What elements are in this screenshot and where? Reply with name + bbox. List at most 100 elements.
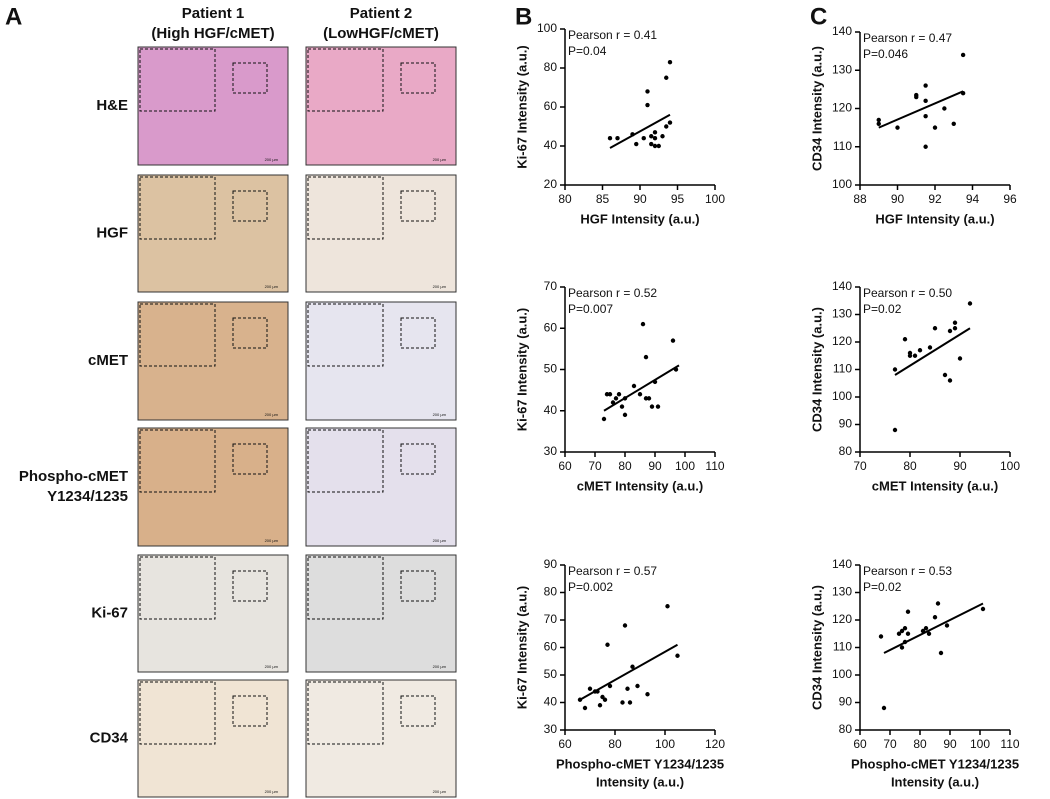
x-tick-label: 88 (853, 192, 867, 206)
point (645, 692, 650, 697)
x-tick-label: 60 (558, 459, 572, 473)
scale-bar-label: 200 µm (265, 412, 279, 417)
point (627, 700, 633, 705)
x-tick-label: 120 (705, 737, 725, 751)
point (667, 120, 673, 125)
column-header: (LowHGF/cMET) (323, 25, 439, 42)
point (892, 427, 898, 433)
y-tick-label: 90 (839, 417, 853, 431)
row-label: H&E (96, 97, 128, 114)
point (643, 354, 649, 360)
x-tick-label: 100 (970, 737, 990, 751)
y-tick-label: 30 (544, 444, 558, 458)
point (622, 623, 628, 628)
y-tick-label: 30 (544, 722, 558, 736)
point (652, 143, 658, 149)
annotation: P=0.02 (863, 302, 902, 316)
point (664, 75, 669, 80)
point (649, 134, 654, 139)
y-tick-label: 100 (537, 21, 557, 35)
trend-line (883, 602, 984, 654)
scale-bar-label: 200 µm (433, 664, 447, 669)
point (616, 392, 622, 397)
inset-box (139, 429, 216, 493)
column-header: Patient 2 (350, 5, 413, 22)
y-tick-label: 60 (544, 320, 558, 334)
inset-box (139, 681, 216, 745)
y-tick-label: 120 (832, 612, 852, 626)
inset-box (307, 681, 384, 745)
inset-box (139, 48, 216, 112)
y-tick-label: 90 (839, 695, 853, 709)
row-label: Phospho-cMET (19, 468, 128, 485)
scale-bar-label: 200 µm (265, 664, 279, 669)
histology-image (305, 301, 457, 421)
point (645, 89, 650, 94)
y-axis-label: Ki-67 Intensity (a.u.) (514, 308, 529, 432)
point (932, 326, 938, 331)
y-tick-label: 80 (544, 60, 558, 74)
point (613, 396, 619, 401)
x-tick-label: 90 (648, 459, 662, 473)
x-tick-label: 80 (608, 737, 622, 751)
point (927, 345, 933, 350)
inset-box (307, 429, 384, 493)
x-tick-label: 85 (596, 192, 610, 206)
point (912, 353, 918, 358)
point (656, 143, 661, 149)
y-tick-label: 110 (833, 139, 852, 153)
point (923, 144, 928, 149)
x-tick-label: 100 (705, 192, 725, 206)
histology-image (137, 174, 289, 293)
point (607, 136, 613, 141)
point (895, 125, 900, 130)
point (923, 113, 928, 119)
point (942, 106, 947, 111)
inset-box (307, 48, 384, 112)
point (622, 412, 628, 418)
annotation: Pearson r = 0.47 (863, 31, 952, 45)
x-tick-label: 80 (903, 459, 917, 473)
point (944, 623, 950, 628)
point (634, 141, 639, 147)
y-axis-label: Ki-67 Intensity (a.u.) (514, 45, 529, 169)
point (923, 98, 928, 104)
point (601, 416, 607, 422)
x-tick-label: 100 (655, 737, 675, 751)
y-tick-label: 140 (832, 24, 852, 38)
x-axis-label: cMET Intensity (a.u.) (577, 478, 703, 493)
scale-bar-label: 200 µm (433, 412, 447, 417)
scale-bar-label: 200 µm (265, 157, 279, 162)
y-tick-label: 100 (832, 667, 852, 681)
point (655, 404, 661, 409)
x-tick-label: 70 (883, 737, 897, 751)
y-tick-label: 80 (544, 585, 558, 599)
trend-line (894, 327, 971, 376)
x-tick-label: 60 (558, 737, 572, 751)
point (917, 348, 923, 353)
x-tick-label: 70 (588, 459, 602, 473)
x-tick-label: 80 (913, 737, 927, 751)
point (645, 102, 650, 108)
point (670, 338, 676, 343)
point (957, 356, 963, 361)
annotation: P=0.046 (863, 47, 908, 61)
y-tick-label: 80 (839, 722, 853, 736)
annotation: Pearson r = 0.50 (863, 286, 952, 300)
point (923, 83, 928, 88)
point (923, 626, 929, 631)
scale-bar-label: 200 µm (265, 789, 279, 794)
zoom-box (232, 62, 268, 94)
x-tick-label: 100 (1000, 459, 1020, 473)
point (660, 134, 665, 139)
point (675, 653, 680, 658)
point (646, 396, 652, 401)
point (649, 141, 654, 147)
x-axis-label: cMET Intensity (a.u.) (872, 478, 998, 493)
trend-line (603, 364, 680, 412)
x-tick-label: 60 (853, 737, 867, 751)
y-tick-label: 110 (833, 640, 852, 654)
point (652, 136, 658, 141)
y-tick-label: 20 (544, 177, 558, 191)
row-label: CD34 (90, 729, 129, 746)
